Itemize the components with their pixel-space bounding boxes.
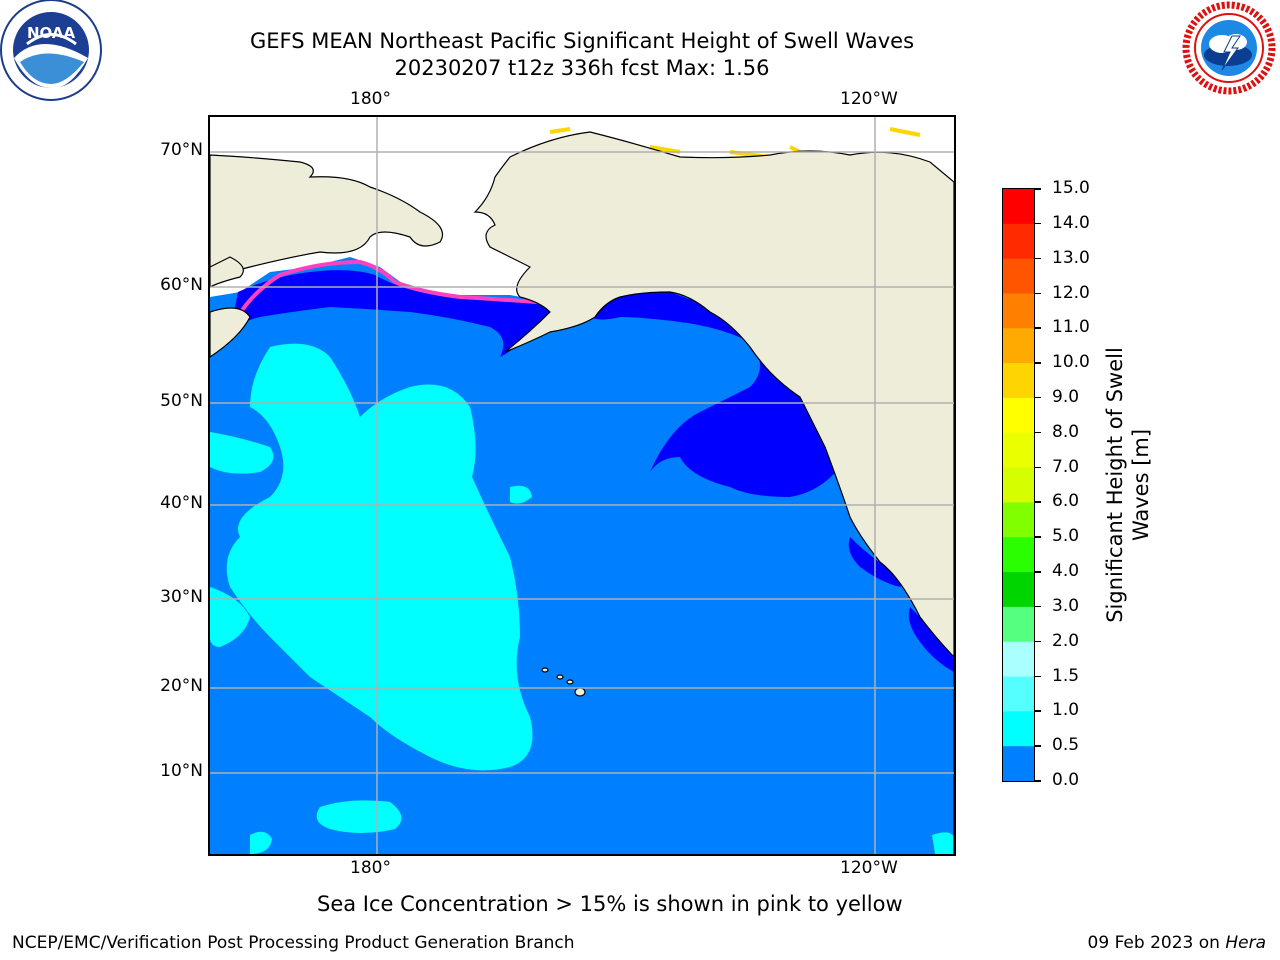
colorbar-tick-label: 15.0 <box>1052 178 1090 198</box>
ice-edge-yellow <box>549 127 921 159</box>
lat-label-30n: 30°N <box>160 587 203 607</box>
colorbar-tick-label: 14.0 <box>1052 212 1090 233</box>
colorbar-segment <box>1003 467 1034 503</box>
colorbar-tick-mark <box>1035 431 1041 434</box>
colorbar-tick-mark <box>1035 466 1041 469</box>
colorbar-tick-label: 5.0 <box>1052 526 1080 547</box>
colorbar-tick-label: 0.0 <box>1052 770 1080 790</box>
colorbar-tick-label: 4.0 <box>1052 561 1080 582</box>
colorbar-segment <box>1003 572 1034 608</box>
colorbar-tick-label: 8.0 <box>1052 421 1080 442</box>
noaa-logo-text: NOAA <box>27 24 76 42</box>
lat-label-70n: 70°N <box>160 140 203 160</box>
lat-label-50n: 50°N <box>160 391 203 411</box>
colorbar-tick-mark <box>1035 571 1041 573</box>
chart-title: GEFS MEAN Northeast Pacific Significant … <box>249 29 915 53</box>
colorbar-segment <box>1003 328 1034 364</box>
footer-host: Hera <box>1225 933 1266 953</box>
colorbar-tick-label: 12.0 <box>1052 282 1090 303</box>
colorbar-tick-label: 10.0 <box>1052 352 1090 373</box>
colorbar <box>1002 188 1035 782</box>
colorbar-tick-mark <box>1035 710 1041 712</box>
colorbar-tick-mark <box>1035 292 1041 294</box>
lat-label-10n: 10°N <box>160 761 203 781</box>
colorbar-segment <box>1003 363 1034 399</box>
colorbar-segment <box>1003 641 1034 678</box>
colorbar-tick-label: 3.0 <box>1052 595 1080 616</box>
colorbar-segment <box>1003 711 1034 747</box>
lat-label-20n: 20°N <box>160 676 203 696</box>
chart-subtitle: 20230207 t12z 336h fcst Max: 1.56 <box>394 56 770 80</box>
bottom-lon-label-180: 180° <box>350 858 391 878</box>
colorbar-tick-label: 6.0 <box>1052 491 1080 512</box>
colorbar-tick-mark <box>1035 605 1041 608</box>
colorbar-segment <box>1003 502 1034 538</box>
bottom-lon-label-120w: 120°W <box>840 858 898 878</box>
land-masses <box>210 131 954 854</box>
colorbar-tick-label: 13.0 <box>1052 247 1090 268</box>
colorbar-tick-label: 0.5 <box>1052 735 1080 756</box>
ice-edge-band <box>228 259 551 333</box>
colorbar-tick-label: 1.5 <box>1052 665 1080 686</box>
footer-right: 09 Feb 2023 on Hera <box>1088 933 1266 953</box>
lat-label-60n: 60°N <box>160 275 203 295</box>
swell-height-map <box>210 117 954 854</box>
colorbar-tick-label: 7.0 <box>1052 456 1080 477</box>
graticule <box>210 117 954 854</box>
colorbar-tick-mark <box>1035 536 1041 538</box>
colorbar-segment <box>1003 258 1034 294</box>
colorbar-tick-label: 1.0 <box>1052 700 1080 721</box>
colorbar-segment <box>1003 676 1034 712</box>
colorbar-label-line2: Waves [m] <box>1129 428 1153 542</box>
sea-ice-caption: Sea Ice Concentration > 15% is shown in … <box>317 892 903 916</box>
colorbar-tick-mark <box>1035 745 1041 747</box>
swell-1-1p5-region <box>210 343 954 854</box>
colorbar-segment <box>1003 746 1034 781</box>
noaa-logo: NOAA <box>0 0 102 101</box>
colorbar-tick-mark <box>1035 327 1041 329</box>
colorbar-segment <box>1003 223 1034 260</box>
colorbar-segment <box>1003 397 1034 434</box>
colorbar-tick-label: 9.0 <box>1052 386 1080 407</box>
colorbar-tick-mark <box>1035 396 1041 399</box>
colorbar-tick-mark <box>1035 257 1041 260</box>
colorbar-tick-mark <box>1035 501 1041 503</box>
colorbar-tick-mark <box>1035 675 1041 677</box>
colorbar-tick-mark <box>1035 780 1041 782</box>
colorbar-segment <box>1003 606 1034 643</box>
colorbar-tick-mark <box>1035 188 1041 190</box>
colorbar-segment <box>1003 293 1034 329</box>
colorbar-tick-label: 2.0 <box>1052 630 1080 651</box>
colorbar-tick-label: 11.0 <box>1052 317 1090 338</box>
colorbar-segment <box>1003 537 1034 573</box>
nws-logo <box>1182 1 1276 95</box>
colorbar-tick-mark <box>1035 362 1041 364</box>
colorbar-tick-mark <box>1035 640 1041 643</box>
colorbar-segment <box>1003 189 1034 225</box>
top-lon-label-180: 180° <box>350 89 391 109</box>
colorbar-tick-mark <box>1035 222 1041 225</box>
map-frame <box>208 115 956 856</box>
colorbar-label-line1: Significant Height of Swell <box>1103 347 1127 623</box>
footer-date: 09 Feb 2023 on <box>1087 933 1226 953</box>
lat-label-40n: 40°N <box>160 493 203 513</box>
colorbar-segment <box>1003 432 1034 469</box>
top-lon-label-120w: 120°W <box>840 89 898 109</box>
footer-left: NCEP/EMC/Verification Post Processing Pr… <box>12 933 575 953</box>
swell-0-0p5-region <box>230 270 954 672</box>
